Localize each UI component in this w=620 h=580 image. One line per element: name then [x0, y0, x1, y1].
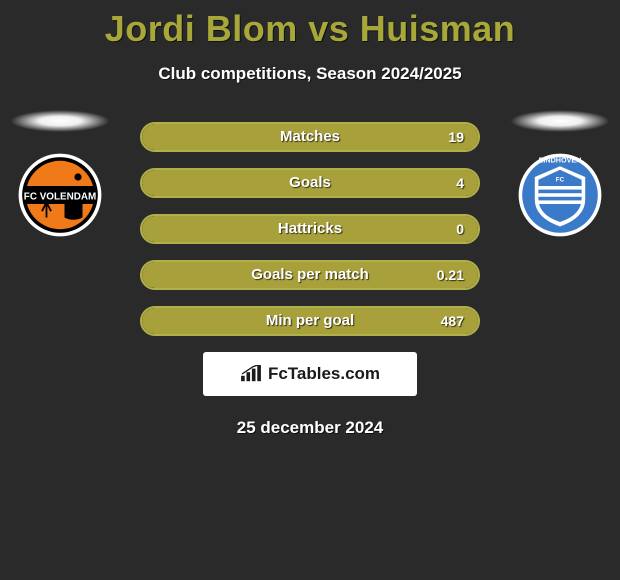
club-crest-left: FC VOLENDAM: [15, 150, 105, 240]
stat-value: 487: [441, 308, 464, 334]
stat-value: 0: [456, 216, 464, 242]
subtitle: Club competitions, Season 2024/2025: [0, 64, 620, 84]
stat-label: Goals: [142, 170, 478, 196]
stats-list: Matches 19 Goals 4 Hattricks 0 Goals per…: [140, 122, 480, 336]
player-halo: [10, 110, 110, 132]
bar-chart-icon: [240, 365, 262, 383]
stat-label: Goals per match: [142, 262, 478, 288]
page-title: Jordi Blom vs Huisman: [0, 0, 620, 50]
volendam-crest-icon: FC VOLENDAM: [15, 150, 105, 240]
player-left: FC VOLENDAM: [10, 110, 110, 240]
svg-text:FC VOLENDAM: FC VOLENDAM: [24, 192, 96, 203]
stat-row-hattricks: Hattricks 0: [140, 214, 480, 244]
branding-badge: FcTables.com: [203, 352, 417, 396]
stat-row-goals: Goals 4: [140, 168, 480, 198]
date-label: 25 december 2024: [0, 418, 620, 438]
stat-label: Min per goal: [142, 308, 478, 334]
stat-row-goals-per-match: Goals per match 0.21: [140, 260, 480, 290]
player-right: FC EINDHOVEN: [510, 110, 610, 240]
club-crest-right: FC EINDHOVEN: [515, 150, 605, 240]
eindhoven-crest-icon: FC EINDHOVEN: [515, 150, 605, 240]
stat-row-matches: Matches 19: [140, 122, 480, 152]
brand-text: FcTables.com: [268, 364, 380, 384]
stat-label: Hattricks: [142, 216, 478, 242]
player-halo: [510, 110, 610, 132]
svg-text:FC: FC: [556, 177, 565, 184]
svg-text:EINDHOVEN: EINDHOVEN: [539, 156, 582, 165]
comparison-area: FC VOLENDAM FC EINDHOVEN: [0, 122, 620, 438]
stat-value: 4: [456, 170, 464, 196]
stat-value: 0.21: [437, 262, 464, 288]
stat-label: Matches: [142, 124, 478, 150]
stat-row-min-per-goal: Min per goal 487: [140, 306, 480, 336]
stat-value: 19: [448, 124, 464, 150]
